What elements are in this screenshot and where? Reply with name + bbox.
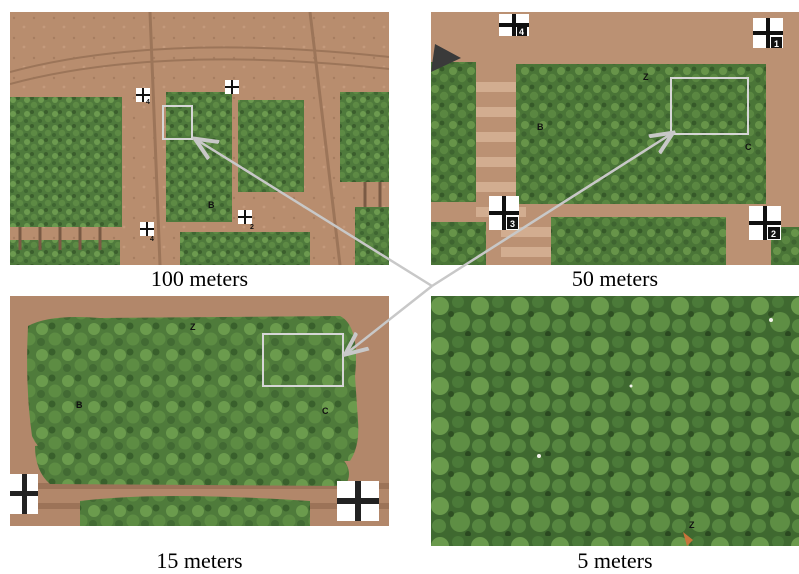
- caption-50m: 50 meters: [571, 266, 659, 291]
- svg-text:3: 3: [510, 219, 515, 229]
- ground-marker: 4: [140, 222, 154, 243]
- aerial-image-100m: 4 2 B 4: [10, 12, 389, 265]
- ground-marker: [225, 80, 239, 94]
- ground-marker: [10, 474, 38, 514]
- plot: [10, 97, 122, 227]
- plot: [340, 92, 389, 182]
- ground-marker: 4: [499, 14, 529, 37]
- aerial-image-15m: Z B C: [10, 296, 389, 526]
- plot: [238, 100, 304, 192]
- zoom-box: [162, 105, 193, 140]
- zoom-box: [670, 77, 749, 135]
- ground-marker: 1: [753, 18, 783, 49]
- svg-text:2: 2: [250, 224, 254, 231]
- ground-marker: [136, 88, 150, 102]
- plot-letter: C: [745, 142, 752, 152]
- ground-marker: [337, 481, 379, 521]
- plot-letter: Z: [689, 520, 695, 530]
- plot-main: [27, 316, 359, 461]
- marker-label: 4: [146, 99, 150, 106]
- plot: [166, 92, 232, 222]
- plot-letter: Z: [190, 322, 196, 332]
- plot: [180, 232, 310, 265]
- svg-text:4: 4: [150, 236, 154, 243]
- aerial-image-5m: Z: [431, 296, 799, 546]
- caption-5m: 5 meters: [577, 548, 653, 573]
- plot: [431, 222, 486, 265]
- plot-letter: C: [322, 406, 329, 416]
- zoom-box: [262, 333, 344, 387]
- ground-marker: 3: [489, 196, 519, 230]
- plot: [355, 207, 389, 265]
- svg-text:4: 4: [519, 27, 524, 37]
- plot-letter: B: [208, 200, 215, 210]
- panel-5m: Z: [431, 296, 799, 546]
- plot-letter: B: [537, 122, 544, 132]
- svg-text:1: 1: [774, 39, 779, 49]
- ground-marker: 2: [749, 206, 781, 240]
- caption-100m: 100 meters: [150, 266, 249, 291]
- plot: [80, 496, 310, 526]
- plot: [10, 240, 120, 265]
- panel-100m: 4 2 B 4: [10, 12, 389, 265]
- panel-15m: Z B C: [10, 296, 389, 526]
- panel-50m: 4 1 3 2 Z B C: [431, 12, 799, 265]
- plot: [551, 217, 726, 265]
- plot-letter: Z: [643, 72, 649, 82]
- plot: [431, 62, 476, 202]
- plot: [35, 441, 349, 486]
- caption-15m: 15 meters: [156, 548, 243, 573]
- aerial-image-50m: 4 1 3 2 Z B C: [431, 12, 799, 265]
- svg-text:2: 2: [771, 229, 776, 239]
- plot-letter: B: [76, 400, 83, 410]
